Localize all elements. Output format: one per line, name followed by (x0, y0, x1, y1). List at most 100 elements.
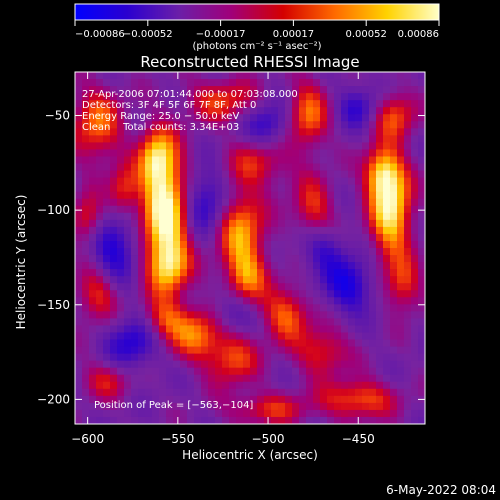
heatmap-cell (215, 255, 223, 263)
heatmap-cell (152, 402, 160, 411)
heatmap-cell (278, 381, 286, 390)
heatmap-cell (89, 156, 97, 164)
heatmap-cell (285, 339, 293, 347)
heatmap-cell (124, 381, 132, 390)
heatmap-cell (103, 311, 111, 319)
heatmap-cell (236, 212, 244, 221)
heatmap-cell (180, 339, 188, 347)
heatmap-cell (229, 409, 237, 418)
heatmap-cell (208, 212, 216, 221)
heatmap-cell (96, 269, 104, 277)
heatmap-cell (341, 170, 349, 178)
heatmap-cell (215, 276, 223, 284)
heatmap-cell (145, 72, 153, 80)
heatmap-cell (96, 240, 104, 249)
heatmap-cell (96, 163, 104, 171)
heatmap-cell (418, 149, 426, 157)
heatmap-cell (271, 318, 279, 326)
heatmap-cell (320, 283, 328, 291)
heatmap-cell (418, 416, 426, 425)
heatmap-cell (334, 325, 342, 333)
heatmap-cell (131, 93, 139, 101)
heatmap-cell (348, 339, 356, 347)
heatmap-cell (390, 107, 398, 115)
heatmap-cell (82, 381, 90, 390)
heatmap-cell (383, 325, 391, 333)
heatmap-cell (159, 163, 167, 171)
heatmap-cell (110, 156, 118, 164)
heatmap-cell (264, 346, 272, 354)
heatmap-cell (271, 177, 279, 186)
heatmap-cell (201, 402, 209, 411)
heatmap-cell (131, 170, 139, 178)
heatmap-cell (411, 177, 419, 186)
heatmap-cell (348, 86, 356, 94)
heatmap-cell (152, 416, 160, 425)
heatmap-cell (96, 93, 104, 101)
heatmap-cell (327, 367, 335, 376)
heatmap-cell (173, 304, 181, 312)
heatmap-cell (299, 248, 307, 256)
heatmap-cell (313, 290, 321, 298)
heatmap-cell (124, 142, 132, 150)
heatmap-cell (411, 304, 419, 312)
heatmap-cell (292, 318, 300, 326)
heatmap-cell (82, 177, 90, 186)
heatmap-cell (285, 233, 293, 242)
heatmap-cell (187, 93, 195, 101)
heatmap-cell (348, 332, 356, 340)
heatmap-cell (292, 332, 300, 340)
heatmap-cell (215, 86, 223, 94)
heatmap-cell (334, 395, 342, 404)
heatmap-cell (334, 72, 342, 80)
heatmap-cell (306, 100, 314, 108)
heatmap-cell (131, 255, 139, 263)
heatmap-cell (369, 395, 377, 404)
heatmap-cell (306, 156, 314, 164)
heatmap-cell (292, 163, 300, 171)
heatmap-cell (75, 367, 83, 376)
y-tick-label: −200 (37, 392, 70, 406)
heatmap-cell (89, 170, 97, 178)
heatmap-cell (103, 184, 111, 193)
heatmap-cell (201, 233, 209, 242)
heatmap-cell (404, 135, 412, 143)
heatmap-cell (278, 156, 286, 164)
heatmap-cell (320, 226, 328, 235)
heatmap-cell (159, 240, 167, 249)
heatmap-cell (264, 135, 272, 143)
annotation-clean-counts: Clean Total counts: 3.34E+03 (82, 122, 239, 133)
heatmap-cell (145, 226, 153, 235)
heatmap-cell (110, 72, 118, 80)
heatmap-cell (243, 79, 251, 87)
heatmap-cell (341, 374, 349, 383)
heatmap-cell (166, 93, 174, 101)
heatmap-cell (215, 149, 223, 157)
heatmap-cell (264, 276, 272, 284)
heatmap-cell (159, 332, 167, 340)
heatmap-cell (229, 304, 237, 312)
heatmap-cell (208, 402, 216, 411)
heatmap-cell (299, 318, 307, 326)
heatmap-cell (82, 233, 90, 242)
heatmap-cell (376, 297, 384, 305)
heatmap-cell (180, 226, 188, 235)
heatmap-cell (243, 318, 251, 326)
heatmap-cell (299, 121, 307, 129)
heatmap-cell (250, 283, 258, 291)
heatmap-cell (75, 262, 83, 270)
heatmap-cell (103, 163, 111, 171)
heatmap-cell (327, 402, 335, 411)
heatmap-cell (131, 402, 139, 411)
heatmap-cell (159, 107, 167, 115)
heatmap-cell (299, 184, 307, 193)
heatmap-cell (180, 283, 188, 291)
heatmap-cell (89, 163, 97, 171)
heatmap-cell (236, 262, 244, 270)
heatmap-cell (341, 100, 349, 108)
heatmap-cell (194, 290, 202, 298)
heatmap-cell (383, 128, 391, 136)
heatmap-cell (103, 416, 111, 425)
heatmap-cell (299, 86, 307, 94)
heatmap-cell (201, 128, 209, 136)
